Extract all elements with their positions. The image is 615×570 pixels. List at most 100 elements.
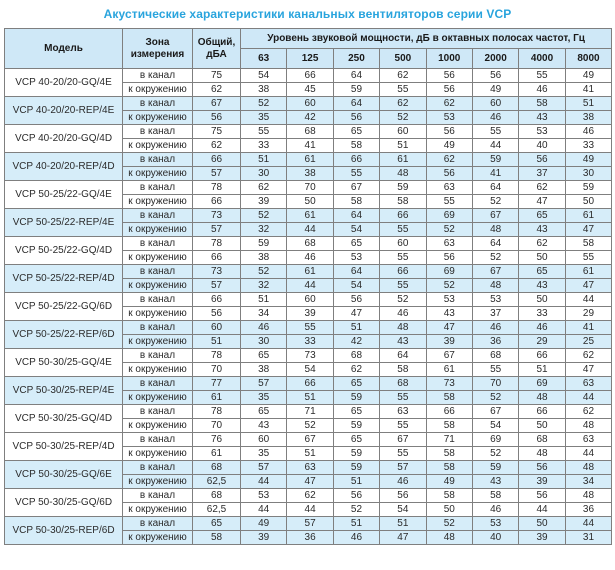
band-level-value: 52 bbox=[471, 194, 520, 209]
band-level-value: 53 bbox=[425, 110, 473, 125]
column-header-freq-63: 63 bbox=[239, 48, 288, 69]
measurement-zone: к окружению bbox=[122, 474, 193, 489]
measurement-zone: в канал bbox=[122, 432, 193, 447]
band-level-value: 33 bbox=[239, 138, 288, 153]
total-dba-value: 73 bbox=[192, 208, 241, 223]
band-level-value: 67 bbox=[471, 404, 520, 419]
band-level-value: 62 bbox=[518, 180, 566, 195]
band-level-value: 43 bbox=[239, 418, 288, 433]
total-dba-value: 67 bbox=[192, 96, 241, 111]
band-level-value: 56 bbox=[332, 110, 381, 125]
band-level-value: 52 bbox=[425, 516, 473, 531]
band-level-value: 56 bbox=[379, 488, 427, 503]
band-level-value: 65 bbox=[239, 404, 288, 419]
band-level-value: 56 bbox=[332, 488, 381, 503]
model-name: VCP 50-30/25-REP/4D bbox=[4, 432, 123, 461]
band-level-value: 33 bbox=[564, 138, 613, 153]
total-dba-value: 57 bbox=[192, 222, 241, 237]
band-level-value: 46 bbox=[286, 250, 334, 265]
band-level-value: 55 bbox=[379, 250, 427, 265]
column-header-freq-8000: 8000 bbox=[564, 48, 613, 69]
band-level-value: 60 bbox=[471, 96, 520, 111]
band-level-value: 55 bbox=[379, 418, 427, 433]
band-level-value: 44 bbox=[286, 222, 334, 237]
band-level-value: 35 bbox=[239, 446, 288, 461]
band-level-value: 39 bbox=[286, 306, 334, 321]
band-level-value: 61 bbox=[564, 208, 613, 223]
band-level-value: 39 bbox=[239, 530, 288, 545]
measurement-zone: к окружению bbox=[122, 222, 193, 237]
band-level-value: 60 bbox=[239, 432, 288, 447]
band-level-value: 46 bbox=[379, 474, 427, 489]
band-level-value: 51 bbox=[332, 474, 381, 489]
band-level-value: 56 bbox=[518, 488, 566, 503]
band-level-value: 51 bbox=[286, 446, 334, 461]
band-level-value: 41 bbox=[471, 166, 520, 181]
measurement-zone: к окружению bbox=[122, 110, 193, 125]
band-level-value: 50 bbox=[518, 418, 566, 433]
band-level-value: 66 bbox=[379, 208, 427, 223]
band-level-value: 31 bbox=[564, 530, 613, 545]
measurement-zone: к окружению bbox=[122, 362, 193, 377]
band-level-value: 39 bbox=[425, 334, 473, 349]
band-level-value: 65 bbox=[332, 404, 381, 419]
band-level-value: 56 bbox=[425, 68, 473, 83]
band-level-value: 68 bbox=[332, 348, 381, 363]
measurement-zone: к окружению bbox=[122, 166, 193, 181]
band-level-value: 52 bbox=[425, 222, 473, 237]
band-level-value: 30 bbox=[239, 334, 288, 349]
total-dba-value: 70 bbox=[192, 418, 241, 433]
band-level-value: 55 bbox=[379, 446, 427, 461]
band-level-value: 56 bbox=[332, 292, 381, 307]
band-level-value: 49 bbox=[239, 516, 288, 531]
band-level-value: 64 bbox=[471, 236, 520, 251]
total-dba-value: 75 bbox=[192, 68, 241, 83]
band-level-value: 57 bbox=[239, 376, 288, 391]
band-level-value: 48 bbox=[564, 460, 613, 475]
total-dba-value: 73 bbox=[192, 264, 241, 279]
band-level-value: 42 bbox=[332, 334, 381, 349]
band-level-value: 37 bbox=[471, 306, 520, 321]
band-level-value: 44 bbox=[286, 502, 334, 517]
model-name: VCP 40-20/20-GQ/4E bbox=[4, 68, 123, 97]
band-level-value: 66 bbox=[286, 376, 334, 391]
band-level-value: 62 bbox=[425, 96, 473, 111]
total-dba-value: 68 bbox=[192, 488, 241, 503]
total-dba-value: 51 bbox=[192, 334, 241, 349]
band-level-value: 58 bbox=[518, 96, 566, 111]
band-level-value: 54 bbox=[239, 68, 288, 83]
measurement-zone: к окружению bbox=[122, 446, 193, 461]
band-level-value: 46 bbox=[471, 110, 520, 125]
band-level-value: 48 bbox=[564, 488, 613, 503]
column-header-total: Общий, дБА bbox=[192, 28, 241, 69]
band-level-value: 65 bbox=[518, 264, 566, 279]
band-level-value: 53 bbox=[425, 292, 473, 307]
measurement-zone: в канал bbox=[122, 264, 193, 279]
band-level-value: 62 bbox=[379, 96, 427, 111]
measurement-zone: к окружению bbox=[122, 306, 193, 321]
band-level-value: 54 bbox=[332, 222, 381, 237]
band-level-value: 55 bbox=[518, 68, 566, 83]
table-row: к окружению 61 35 51 59 55 58 52 48 44 bbox=[5, 446, 613, 461]
band-level-value: 45 bbox=[286, 82, 334, 97]
band-level-value: 29 bbox=[518, 334, 566, 349]
band-level-value: 47 bbox=[564, 362, 613, 377]
measurement-zone: в канал bbox=[122, 96, 193, 111]
column-header-band-group: Уровень звуковой мощности, дБ в октавных… bbox=[239, 28, 613, 49]
band-level-value: 55 bbox=[286, 320, 334, 335]
table-row: к окружению 70 43 52 59 55 58 54 50 48 bbox=[5, 418, 613, 433]
band-level-value: 70 bbox=[286, 180, 334, 195]
measurement-zone: в канал bbox=[122, 236, 193, 251]
band-level-value: 38 bbox=[286, 166, 334, 181]
model-name: VCP 40-20/20-REP/4E bbox=[4, 96, 123, 125]
total-dba-value: 66 bbox=[192, 250, 241, 265]
band-level-value: 32 bbox=[239, 222, 288, 237]
band-level-value: 62 bbox=[518, 236, 566, 251]
total-dba-value: 66 bbox=[192, 194, 241, 209]
total-dba-value: 78 bbox=[192, 404, 241, 419]
band-level-value: 58 bbox=[564, 236, 613, 251]
band-level-value: 35 bbox=[239, 110, 288, 125]
band-level-value: 58 bbox=[379, 362, 427, 377]
band-level-value: 59 bbox=[471, 460, 520, 475]
total-dba-value: 56 bbox=[192, 306, 241, 321]
